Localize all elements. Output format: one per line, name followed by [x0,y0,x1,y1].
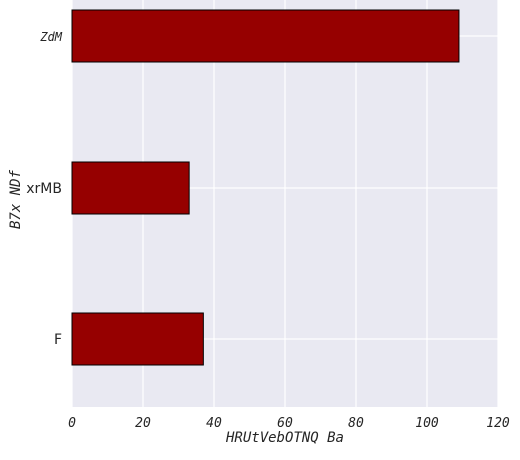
x-tick-label-40: 40 [206,416,222,431]
x-tick-labels: 0 20 40 60 80 100 120 [68,416,510,431]
y-axis-label: B7x NDf [8,169,24,229]
x-axis-label: HRUtVebOTNQ Ba [225,430,344,446]
y-tick-label-f: F [54,332,62,348]
bars [71,9,460,366]
x-tick-label-0: 0 [68,416,76,431]
x-tick-label-120: 120 [486,416,510,431]
bar-f [71,312,204,366]
x-tick-label-20: 20 [135,416,151,431]
y-tick-label-zdm: ZdM [39,30,62,44]
x-tick-label-60: 60 [277,416,293,431]
bar-zdm [71,9,460,63]
x-tick-label-80: 80 [348,416,364,431]
y-tick-labels: ZdM xrMB F [26,30,62,348]
bar-xrmb [71,161,190,215]
x-tick-label-100: 100 [415,416,439,431]
y-tick-label-xrmb: xrMB [26,181,62,197]
